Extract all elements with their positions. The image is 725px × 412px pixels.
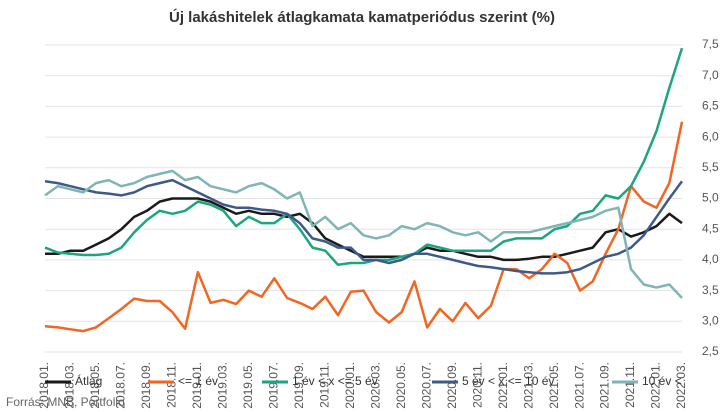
x-tick-label: 2019.05.: [241, 362, 255, 409]
x-tick-label: 2021.07.: [572, 362, 586, 409]
x-tick-label: 2019.11.: [317, 362, 331, 408]
series-line: [44, 47, 684, 267]
x-tick-label: 2019.03.: [216, 362, 230, 409]
x-tick-label: 2021.03.: [521, 362, 535, 409]
x-tick-label: 2018.05.: [88, 362, 102, 409]
chart-title: Új lakáshitelek átlagkamata kamatperiódu…: [169, 8, 555, 26]
x-tick-label: 2021.11.: [623, 362, 637, 408]
x-tick-label: 2022.03.: [674, 362, 688, 409]
x-tick-label: 2020.09.: [445, 362, 459, 409]
x-tick-label: 2018.07.: [114, 362, 128, 409]
x-tick-label: 2019.07.: [266, 362, 280, 409]
y-tick-label: 2,5: [702, 344, 719, 358]
legend-label: 5 év < x <= 10 év: [462, 374, 554, 388]
x-tick-label: 2020.05.: [394, 362, 408, 409]
x-tick-label: 2022.01.: [649, 362, 663, 409]
x-tick-label: 2018.11.: [165, 362, 179, 408]
x-tick-label: 2021.09.: [598, 362, 612, 409]
y-tick-label: 6,0: [702, 129, 719, 143]
x-tick-label: 2020.11.: [470, 362, 484, 408]
y-tick-label: 7,5: [702, 37, 719, 51]
x-tick-label: 2019.09.: [292, 362, 306, 409]
x-tick-label: 2018.03.: [63, 362, 77, 409]
legend-label: 10 év <: [642, 374, 682, 388]
series-line: [44, 178, 684, 275]
x-tick-label: 2020.07.: [419, 362, 433, 409]
y-tick-label: 6,5: [702, 99, 719, 113]
legend-label: Átlag: [75, 373, 102, 388]
y-tick-label: 7,0: [702, 68, 719, 82]
x-tick-label: 2020.03.: [368, 362, 382, 409]
y-tick-label: 4,0: [702, 252, 719, 266]
y-tick-label: 3,0: [702, 313, 719, 327]
legend-label: 1 év < x <= 5 év: [292, 374, 378, 388]
x-tick-label: 2020.01.: [343, 362, 357, 409]
y-tick-label: 5,0: [702, 191, 719, 205]
legend-label: <= 1 év: [178, 374, 218, 388]
y-tick-label: 3,5: [702, 283, 719, 297]
x-tick-label: 2018.01.: [37, 362, 51, 409]
series-line: [45, 197, 683, 262]
y-tick-label: 4,5: [702, 221, 719, 235]
x-tick-label: 2019.01.: [190, 362, 204, 409]
x-tick-label: 2021.01.: [496, 362, 510, 409]
y-tick-label: 5,5: [702, 160, 719, 174]
source: Forrás: MNB, Portfolio: [6, 395, 125, 409]
x-tick-label: 2021.05.: [547, 362, 561, 409]
x-tick-label: 2018.09.: [139, 362, 153, 409]
series-line: [44, 169, 683, 299]
series-line: [44, 121, 684, 333]
